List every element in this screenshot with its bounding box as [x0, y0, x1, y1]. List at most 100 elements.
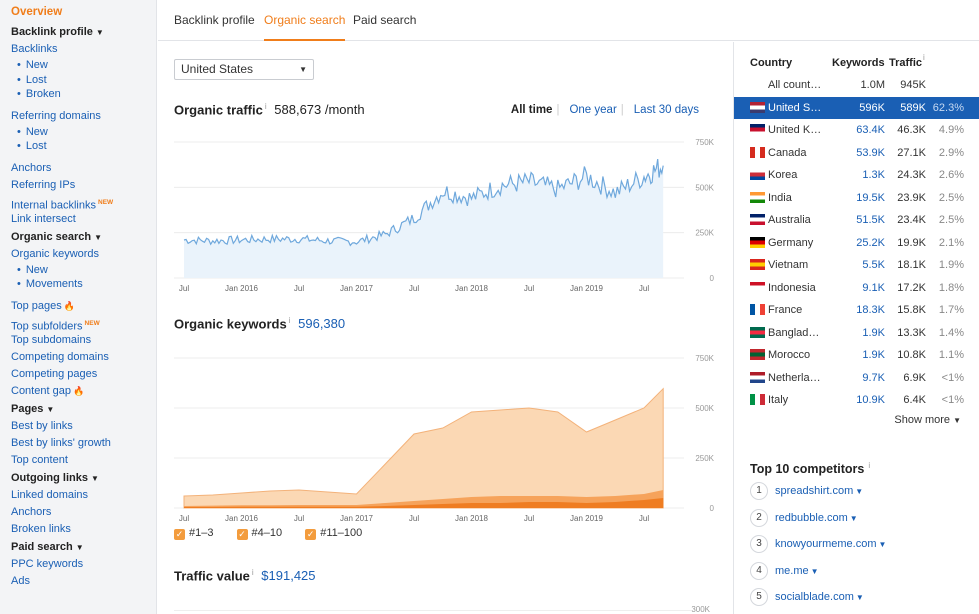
info-icon[interactable]: i [251, 568, 254, 577]
info-icon[interactable]: i [868, 461, 871, 470]
sidebar-section-1[interactable]: Organic search ▼ [11, 229, 156, 246]
country-name: Netherla… [768, 371, 821, 384]
country-keywords[interactable]: 10.9K [856, 394, 885, 406]
filter-last-30-days[interactable]: Last 30 days [633, 104, 699, 116]
filter-all-time[interactable]: All time [510, 104, 553, 116]
sidebar-item-competing-domains[interactable]: Competing domains [11, 349, 156, 366]
country-row[interactable]: Indonesia 9.1K 17.2K 1.8% [734, 277, 979, 299]
sidebar-item-anchors[interactable]: Anchors [11, 160, 156, 177]
country-keywords[interactable]: 1.9K [862, 326, 885, 339]
country-keywords[interactable]: 596K [859, 101, 885, 114]
competitor-link[interactable]: socialblade.com [775, 591, 854, 603]
country-row[interactable]: Germany 25.2K 19.9K 2.1% [734, 232, 979, 254]
sidebar-item-best-by-links[interactable]: Best by links [11, 418, 156, 435]
sidebar-item-internal-backlinks[interactable]: Internal backlinks NEW [11, 194, 156, 212]
sidebar-item-referring-ips[interactable]: Referring IPs [11, 177, 156, 194]
country-traffic: 13.3K [897, 326, 926, 339]
sidebar-item-broken-links[interactable]: Broken links [11, 521, 156, 538]
sidebar-item-top-pages[interactable]: Top pages 🔥 [11, 298, 156, 315]
country-keywords[interactable]: 51.5K [856, 214, 885, 226]
sidebar-item-anchors[interactable]: Anchors [11, 504, 156, 521]
sidebar-item-movements[interactable]: Movements [11, 277, 156, 292]
info-icon[interactable]: i [923, 53, 925, 62]
organic-keywords-chart[interactable]: 750K 500K 250K 0 Jul Jan 2016 Jul Jan 2017 Jul Ja… [174, 342, 724, 522]
country-row[interactable]: Netherla… 9.7K 6.9K <1% [734, 367, 979, 389]
header-country[interactable]: Country [750, 57, 793, 69]
sidebar-item-referring-domains[interactable]: Referring domains [11, 108, 156, 125]
country-row[interactable]: Morocco 1.9K 10.8K 1.1% [734, 344, 979, 366]
sidebar-item-content-gap[interactable]: Content gap 🔥 [11, 383, 156, 400]
country-row[interactable]: All count… 1.0M 945K [734, 74, 979, 96]
sidebar-item-ads[interactable]: Ads [11, 573, 156, 590]
sidebar-section-3[interactable]: Outgoing links ▼ [11, 470, 156, 487]
tab-organic-search[interactable]: Organic search [264, 13, 346, 41]
competitor-link[interactable]: spreadshirt.com [775, 485, 854, 497]
legend-top100[interactable]: ✓ #11–100 [305, 527, 362, 540]
filter-one-year[interactable]: One year [569, 104, 617, 116]
country-row[interactable]: Australia 51.5K 23.4K 2.5% [734, 209, 979, 231]
country-keywords[interactable]: 1.9K [862, 349, 885, 361]
sidebar-item-link-intersect[interactable]: Link intersect [11, 211, 156, 228]
country-keywords[interactable]: 53.9K [856, 146, 885, 159]
country-row[interactable]: Vietnam 5.5K 18.1K 1.9% [734, 254, 979, 276]
sidebar-item-linked-domains[interactable]: Linked domains [11, 487, 156, 504]
traffic-value-value[interactable]: $191,425 [261, 568, 316, 584]
organic-keywords-value[interactable]: 596,380 [298, 316, 346, 332]
sidebar-item-best-by-links-growth[interactable]: Best by links' growth [11, 435, 156, 452]
sidebar-item-broken[interactable]: Broken [11, 87, 156, 102]
sidebar-item-top-subdomains[interactable]: Top subdomains [11, 332, 156, 349]
sidebar-section-2[interactable]: Pages ▼ [11, 401, 156, 418]
sidebar-item-new[interactable]: New [11, 58, 156, 73]
sidebar-item-ppc-keywords[interactable]: PPC keywords [11, 556, 156, 573]
sidebar-section-4[interactable]: Paid search ▼ [11, 539, 156, 556]
competitor-link[interactable]: me.me [775, 564, 809, 577]
sidebar-item-new[interactable]: New [11, 263, 156, 278]
show-more-button[interactable]: Show more ▼ [894, 414, 961, 426]
country-row[interactable]: Canada 53.9K 27.1K 2.9% [734, 142, 979, 164]
legend-top10[interactable]: ✓ #4–10 [236, 527, 282, 540]
sidebar-item-organic-keywords[interactable]: Organic keywords [11, 246, 156, 263]
header-traffic[interactable]: Traffic [889, 57, 923, 69]
tab-backlink-profile[interactable]: Backlink profile [174, 13, 255, 27]
country-row[interactable]: United K… 63.4K 46.3K 4.9% [734, 119, 979, 141]
tab-paid-search[interactable]: Paid search [353, 13, 417, 27]
organic-traffic-chart[interactable]: 750K 500K 250K 0 Jul Jan 2016 Jul Jan 2017 Jul Ja… [174, 132, 724, 302]
country-select[interactable]: United States ▼ [174, 59, 314, 80]
country-row[interactable]: Banglad… 1.9K 13.3K 1.4% [734, 322, 979, 344]
caret-down-icon[interactable]: ▼ [855, 593, 864, 602]
country-keywords[interactable]: 1.3K [862, 169, 885, 181]
country-keywords[interactable]: 25.2K [856, 236, 885, 249]
country-keywords[interactable]: 63.4K [856, 124, 885, 136]
country-keywords[interactable]: 9.1K [862, 281, 885, 294]
country-row[interactable]: United S… 596K 589K 62.3% [734, 96, 979, 119]
country-keywords[interactable]: 5.5K [862, 259, 885, 271]
info-icon[interactable]: i [264, 102, 267, 111]
caret-down-icon[interactable]: ▼ [810, 566, 819, 576]
sidebar-item-lost[interactable]: Lost [11, 73, 156, 88]
sidebar-item-backlinks[interactable]: Backlinks [11, 41, 156, 58]
legend-top3[interactable]: ✓ #1–3 [174, 527, 213, 540]
competitor-link[interactable]: redbubble.com [775, 511, 848, 524]
sidebar-item-competing-pages[interactable]: Competing pages [11, 366, 156, 383]
caret-down-icon[interactable]: ▼ [849, 513, 858, 523]
country-keywords[interactable]: 19.5K [856, 191, 885, 204]
country-keywords[interactable]: 9.7K [862, 371, 885, 384]
country-row[interactable]: Korea 1.3K 24.3K 2.6% [734, 164, 979, 186]
sidebar-item-top-subfolders[interactable]: Top subfolders NEW [11, 315, 156, 333]
country-row[interactable]: India 19.5K 23.9K 2.5% [734, 187, 979, 209]
sidebar-section-0[interactable]: Backlink profile ▼ [11, 24, 156, 41]
caret-down-icon[interactable]: ▼ [878, 540, 887, 549]
competitor-link[interactable]: knowyourmeme.com [775, 538, 877, 550]
sidebar-overview[interactable]: Overview [11, 6, 63, 18]
country-row[interactable]: Italy 10.9K 6.4K <1% [734, 389, 979, 411]
caret-down-icon[interactable]: ▼ [855, 487, 864, 496]
info-icon[interactable]: i [288, 316, 291, 325]
header-keywords[interactable]: Keywords [832, 57, 885, 69]
sidebar-item-label: Top pages [11, 299, 62, 312]
sidebar-item-new[interactable]: New [11, 125, 156, 140]
sidebar-item-lost[interactable]: Lost [11, 139, 156, 154]
sidebar-section-label: Pages [11, 402, 44, 415]
country-keywords[interactable]: 18.3K [856, 304, 885, 316]
country-row[interactable]: France 18.3K 15.8K 1.7% [734, 299, 979, 321]
sidebar-item-top-content[interactable]: Top content [11, 452, 156, 469]
